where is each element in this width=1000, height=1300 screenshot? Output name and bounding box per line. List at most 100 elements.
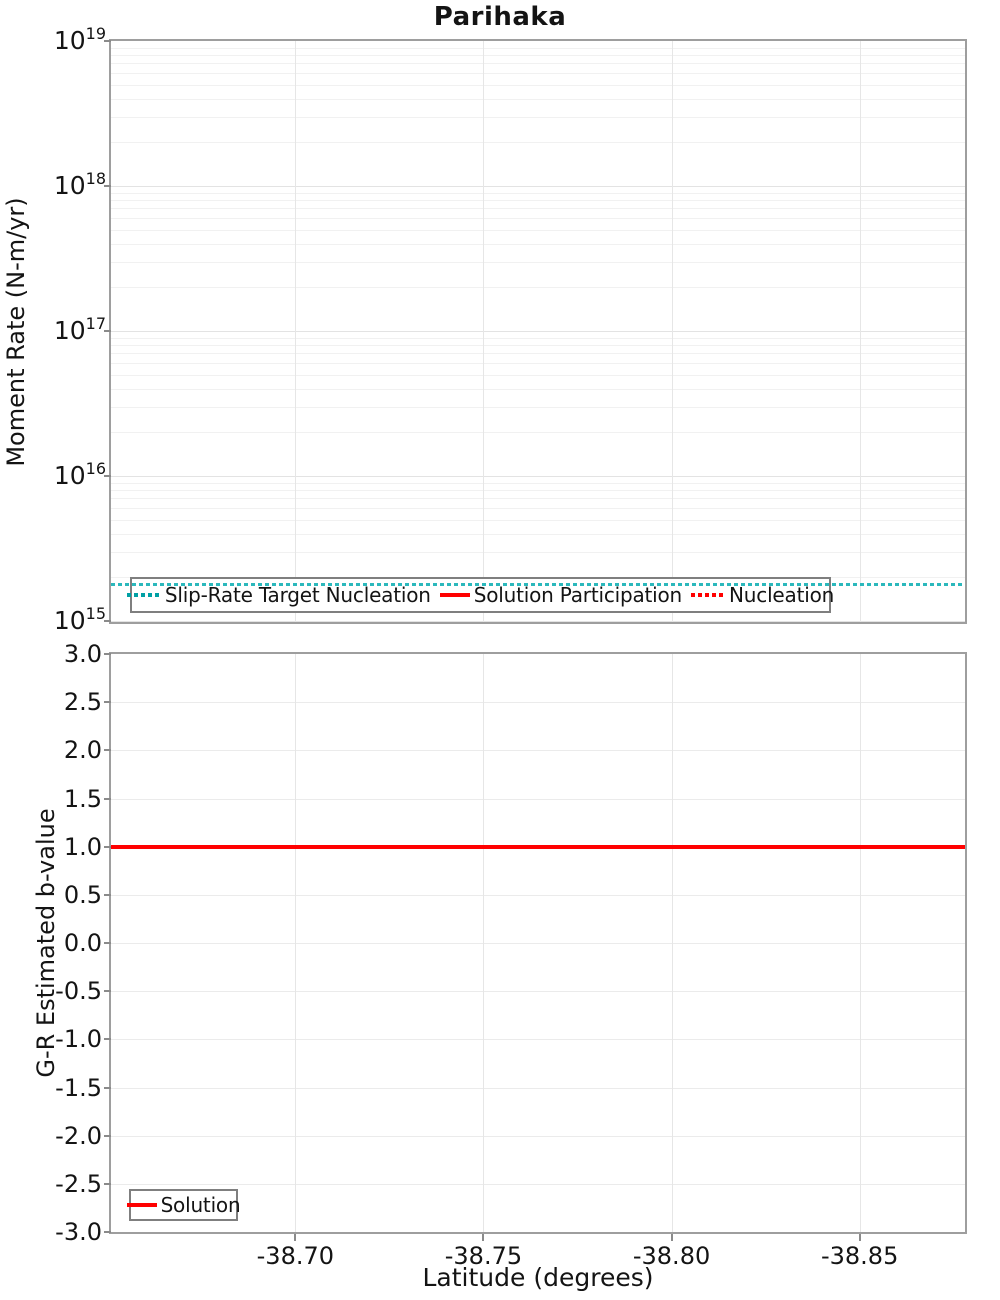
- x-axis-tick: [482, 1234, 485, 1241]
- b-value-plot-area: Solution: [109, 652, 967, 1234]
- y-axis-tick: [104, 1134, 111, 1137]
- gridline-minor: [111, 345, 965, 347]
- gridline-minor: [111, 498, 965, 500]
- legend-label: Solution Participation: [473, 583, 683, 607]
- y-axis-tick: [104, 1086, 111, 1089]
- y-tick-label: 1.5: [63, 784, 102, 813]
- y-tick-exponent: 16: [85, 459, 106, 478]
- y-tick-exponent: 17: [85, 314, 106, 333]
- x-axis-tick: [858, 1234, 861, 1241]
- gridline-major: [111, 331, 965, 332]
- gridline-minor: [111, 229, 965, 231]
- x-axis-tick: [670, 1234, 673, 1241]
- gridline-major: [111, 702, 965, 704]
- gridline-major: [111, 1183, 965, 1185]
- gridline-major: [111, 476, 965, 477]
- gridline-minor: [111, 73, 965, 75]
- y-tick-label: 3.0: [63, 640, 102, 668]
- legend-label: Solution: [160, 1193, 241, 1217]
- gridline-minor: [111, 192, 965, 194]
- gridline-minor: [111, 55, 965, 57]
- y-tick-label: -1.0: [55, 1025, 102, 1054]
- legend-line-sample-dotted: [126, 593, 161, 597]
- y-tick-label: 1.0: [63, 832, 102, 861]
- y-tick-base: 10: [53, 461, 86, 490]
- gridline-major: [111, 621, 965, 622]
- y-tick-label: 0.0: [63, 929, 102, 957]
- y-axis-tick: [104, 797, 111, 800]
- y-tick-base: 10: [53, 606, 86, 635]
- gridline-minor: [111, 432, 965, 434]
- y-tick-label: -3.0: [55, 1218, 102, 1246]
- y-axis-tick: [104, 330, 111, 332]
- legend-line-sample-dotted: [691, 593, 726, 597]
- gridline-minor: [111, 98, 965, 100]
- gridline-major: [111, 894, 965, 896]
- y-axis-tick: [104, 653, 111, 655]
- y-axis-tick: [104, 990, 111, 993]
- x-tick-label: -38.75: [444, 1242, 523, 1270]
- gridline-major: [111, 798, 965, 800]
- legend-line-sample-solid: [439, 593, 470, 597]
- y-tick-label: -2.0: [55, 1121, 102, 1150]
- y-tick-label: -1.5: [55, 1073, 102, 1102]
- y-tick-exponent: 18: [85, 169, 106, 188]
- y-tick-label-log: 1018: [0, 169, 106, 204]
- y-tick-label: 0.5: [63, 880, 102, 909]
- y-axis-tick: [104, 893, 111, 896]
- y-tick-label: 2.5: [63, 688, 102, 717]
- gridline-minor: [111, 353, 965, 355]
- gridline-minor: [111, 47, 965, 49]
- gridline-major: [111, 750, 965, 752]
- y-tick-label: -2.5: [55, 1169, 102, 1198]
- gridline-major: [111, 1087, 965, 1089]
- gridline-minor: [111, 84, 965, 86]
- legend: Solution: [126, 1189, 241, 1221]
- gridline-vertical: [295, 41, 297, 622]
- gridline-vertical: [483, 41, 485, 622]
- legend-label: Nucleation: [729, 583, 835, 607]
- gridline-vertical: [671, 41, 673, 622]
- y-axis-tick: [104, 40, 111, 42]
- gridline-minor: [111, 508, 965, 510]
- moment-rate-plot-area: Slip-Rate Target Nucleation Solution Part…: [109, 39, 967, 624]
- y-tick-base: 10: [53, 26, 86, 55]
- y-axis-tick: [104, 845, 111, 848]
- gridline-minor: [111, 200, 965, 202]
- y-axis-tick: [104, 1231, 111, 1233]
- gridline-vertical: [859, 41, 861, 622]
- gridline-minor: [111, 363, 965, 365]
- x-axis-label-latitude: Latitude (degrees): [422, 1263, 654, 1292]
- gridline-minor: [111, 116, 965, 118]
- y-tick-exponent: 19: [85, 24, 106, 43]
- y-tick-label: -0.5: [55, 977, 102, 1006]
- gridline-major: [111, 943, 965, 944]
- chart-title: Parihaka: [433, 2, 567, 32]
- gridline-minor: [111, 208, 965, 210]
- gridline-minor: [111, 388, 965, 390]
- x-tick-label: -38.85: [820, 1242, 899, 1270]
- legend-item: Slip-Rate Target Nucleation: [126, 583, 431, 607]
- gridline-minor: [111, 482, 965, 484]
- x-tick-label: -38.80: [632, 1242, 711, 1270]
- y-tick-label-log: 1016: [0, 459, 106, 494]
- gridline-minor: [111, 63, 965, 65]
- gridline-vertical: [859, 654, 861, 1232]
- gridline-minor: [111, 551, 965, 553]
- series-line-solution: [111, 844, 965, 849]
- y-tick-base: 10: [53, 316, 86, 345]
- x-tick-label: -38.70: [256, 1242, 335, 1270]
- gridline-minor: [111, 261, 965, 263]
- y-axis-tick: [104, 475, 111, 477]
- y-tick-base: 10: [53, 171, 86, 200]
- gridline-vertical: [295, 654, 297, 1232]
- legend-line-sample-solid: [126, 1203, 157, 1207]
- gridline-major: [111, 991, 965, 993]
- gridline-minor: [111, 287, 965, 289]
- y-axis-tick: [104, 620, 111, 622]
- gridline-minor: [111, 490, 965, 492]
- gridline-major: [111, 1135, 965, 1137]
- y-axis-tick: [104, 1038, 111, 1041]
- x-axis-tick: [294, 1234, 297, 1241]
